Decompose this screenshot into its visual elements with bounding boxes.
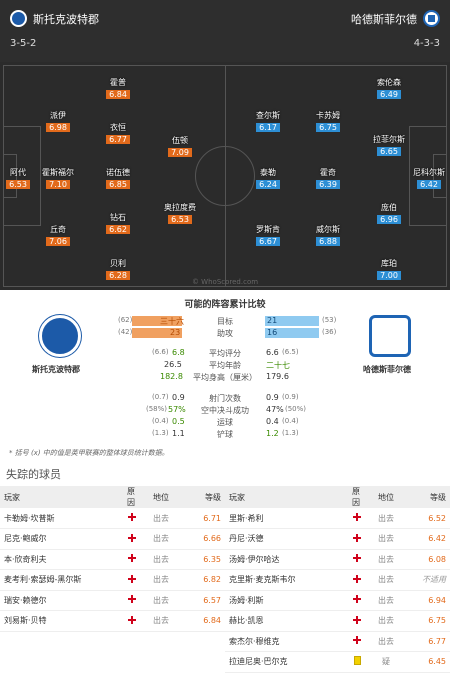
centre-circle bbox=[195, 146, 255, 206]
pitch-section: 斯托克波特郡 哈德斯菲尔德 3-5-2 4-3-3 霍普 6.84 派伊 6.98 … bbox=[0, 0, 450, 290]
away-team[interactable]: 哈德斯菲尔德 bbox=[351, 10, 440, 27]
table-row[interactable]: 卡勒姆·坎普斯 出去 6.71 bbox=[0, 508, 225, 529]
away-bar bbox=[265, 316, 319, 326]
away-player[interactable]: 查尔斯 6.17 bbox=[256, 111, 280, 132]
comparison-row: (0.4) 0.5 运球 0.4 (0.4) bbox=[152, 417, 299, 427]
missing-players-title: 失踪的球员 bbox=[6, 468, 61, 481]
home-player[interactable]: 衣恒 6.77 bbox=[88, 122, 148, 144]
comparison-row: (58%) 57% 空中决斗成功 47% (50%) bbox=[146, 405, 307, 415]
away-missing-table: 玩家 原因 地位 等级 里斯·希利 出去 6.52 丹尼·沃德 出去 6.42 汤姆·伊… bbox=[225, 486, 450, 673]
home-player[interactable]: 丘奇 7.06 bbox=[28, 224, 88, 246]
injury-icon bbox=[128, 574, 136, 583]
home-player[interactable]: 霍斯福尔 7.10 bbox=[42, 168, 74, 189]
away-player[interactable]: 库珀 7.00 bbox=[359, 258, 419, 280]
home-bar bbox=[132, 316, 182, 326]
home-formation: 3-5-2 bbox=[10, 38, 37, 49]
away-player[interactable]: 霍奇 6.39 bbox=[298, 167, 358, 189]
watermark: © WhoScored.com bbox=[191, 278, 259, 286]
table-row[interactable]: 索杰尔·穆维克 出去 6.77 bbox=[225, 631, 450, 652]
comparison-row: 182.8 平均身高（厘米） 179.6 bbox=[160, 372, 289, 382]
injury-icon bbox=[128, 554, 136, 563]
comparison-row: (0.7) 0.9 射门次数 0.9 (0.9) bbox=[152, 393, 299, 403]
away-team-label[interactable]: 哈德斯菲尔德 bbox=[363, 365, 411, 374]
home-crest-icon bbox=[10, 10, 27, 27]
home-missing-table: 玩家 原因 地位 等级 卡勒姆·坎普斯 出去 6.71 尼克·鲍威尔 出去 6.66 本… bbox=[0, 486, 225, 632]
table-row[interactable]: 里斯·希利 出去 6.52 bbox=[225, 508, 450, 529]
table-row[interactable]: 尼克·鲍威尔 出去 6.66 bbox=[0, 528, 225, 550]
table-header: 玩家 原因 地位 等级 bbox=[225, 486, 450, 508]
injury-icon bbox=[353, 636, 361, 645]
injury-icon bbox=[353, 554, 361, 563]
home-player[interactable]: 奥拉度费 6.53 bbox=[164, 203, 196, 224]
injury-icon bbox=[353, 595, 361, 604]
home-big-crest-icon bbox=[39, 315, 81, 357]
comparison-row: (1.3) 1.1 铲球 1.2 (1.3) bbox=[152, 429, 299, 439]
pitch: 霍普 6.84 派伊 6.98 衣恒 6.77 伍顿 7.09 阿代 6.53 霍斯福尔 7… bbox=[0, 62, 450, 290]
away-player[interactable]: 索伦森 6.49 bbox=[377, 78, 401, 99]
injury-icon bbox=[353, 533, 361, 542]
comparison-row: 26.5 平均年龄 二十七 bbox=[164, 360, 290, 370]
home-player[interactable]: 伍顿 7.09 bbox=[150, 135, 210, 157]
table-row[interactable]: 克里斯·麦克斯韦尔 出去 不适用 bbox=[225, 569, 450, 591]
home-team-label[interactable]: 斯托克波特郡 bbox=[32, 365, 80, 374]
footnote: * 括号 (x) 中的值是英甲联赛的整体球员统计数据。 bbox=[9, 449, 169, 457]
comparison-row: (6.6) 6.8 平均评分 6.6 (6.5) bbox=[152, 348, 299, 358]
table-header: 玩家 原因 地位 等级 bbox=[0, 486, 225, 508]
away-six-yard-box bbox=[433, 154, 447, 198]
home-team[interactable]: 斯托克波特郡 bbox=[10, 10, 99, 27]
away-bar bbox=[265, 328, 319, 338]
table-row[interactable]: 本·欣奇利夫 出去 6.35 bbox=[0, 549, 225, 570]
comparison-row: (42) 23 助攻 16 (36) bbox=[118, 328, 337, 338]
comparison-title: 可能的阵容累计比较 bbox=[184, 300, 266, 310]
injury-icon bbox=[128, 595, 136, 604]
away-player[interactable]: 拉菲尔斯 6.65 bbox=[373, 135, 405, 156]
comparison-row: (62) 三十六 目标 21 (53) bbox=[118, 316, 337, 326]
injury-icon bbox=[128, 513, 136, 521]
table-row[interactable]: 刘易斯·贝特 出去 6.84 bbox=[0, 610, 225, 632]
away-crest-icon bbox=[423, 10, 440, 27]
injury-icon bbox=[128, 615, 136, 624]
away-team-name: 哈德斯菲尔德 bbox=[351, 12, 417, 26]
table-row[interactable]: 汤姆·利斯 出去 6.94 bbox=[225, 590, 450, 611]
injury-icon bbox=[128, 533, 136, 542]
injury-icon bbox=[353, 513, 361, 521]
table-row[interactable]: 拉迪尼奥·巴尔克疑 6.45 bbox=[225, 651, 450, 673]
home-bar bbox=[132, 328, 182, 338]
away-big-crest-icon bbox=[369, 315, 411, 357]
doubtful-icon bbox=[353, 656, 361, 666]
table-row[interactable]: 赫比·凯恩 出去 6.75 bbox=[225, 610, 450, 632]
home-player[interactable]: 钻石 6.62 bbox=[88, 212, 148, 234]
injury-icon bbox=[353, 615, 361, 624]
match-header: 斯托克波特郡 哈德斯菲尔德 3-5-2 4-3-3 bbox=[0, 0, 450, 62]
away-player[interactable]: 威尔斯 6.88 bbox=[316, 225, 340, 246]
table-row[interactable]: 汤姆·伊尔哈达 出去 6.08 bbox=[225, 549, 450, 570]
home-player[interactable]: 阿代 6.53 bbox=[0, 167, 48, 189]
away-player[interactable]: 庞伯 6.96 bbox=[359, 202, 419, 224]
home-team-name: 斯托克波特郡 bbox=[33, 12, 99, 26]
home-player[interactable]: 贝利 6.28 bbox=[88, 258, 148, 280]
injury-icon bbox=[353, 574, 361, 583]
away-player[interactable]: 罗斯肯 6.67 bbox=[256, 225, 280, 246]
home-player[interactable]: 霍普 6.84 bbox=[88, 77, 148, 99]
away-formation: 4-3-3 bbox=[413, 38, 440, 49]
away-player[interactable]: 卡苏姆 6.75 bbox=[316, 111, 340, 132]
table-row[interactable]: 麦考利·索瑟姆-黑尔斯 出去 6.82 bbox=[0, 569, 225, 591]
table-row[interactable]: 丹尼·沃德 出去 6.42 bbox=[225, 528, 450, 550]
home-player[interactable]: 诺伍德 6.85 bbox=[106, 168, 130, 189]
home-player[interactable]: 派伊 6.98 bbox=[28, 110, 88, 132]
home-six-yard-box bbox=[3, 154, 17, 198]
table-row[interactable]: 瑞安·赖德尔 出去 6.57 bbox=[0, 590, 225, 611]
away-player[interactable]: 尼科尔斯 6.42 bbox=[413, 168, 445, 189]
away-player[interactable]: 泰勒 6.24 bbox=[238, 167, 298, 189]
